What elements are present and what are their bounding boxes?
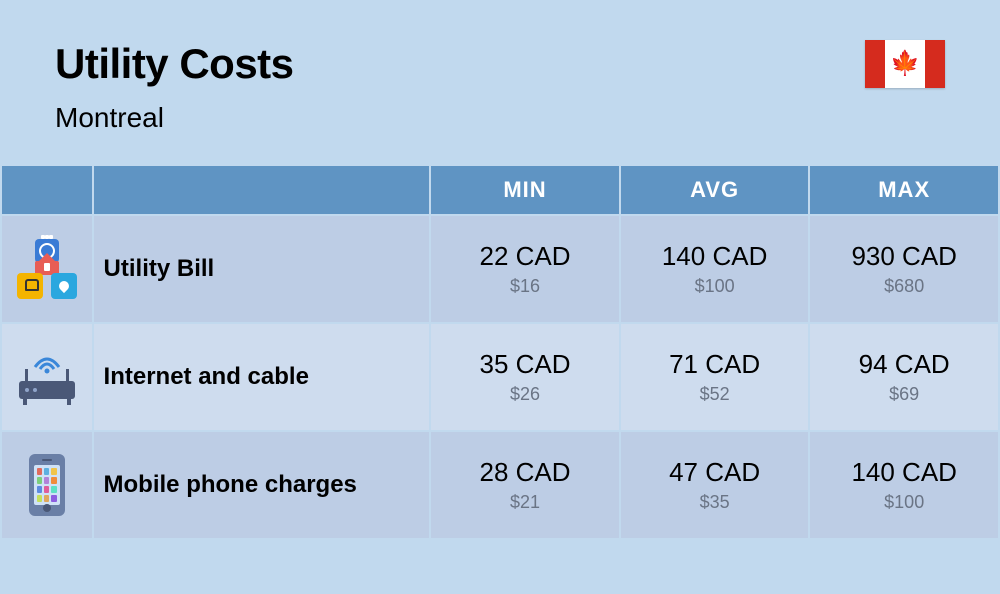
value-primary: 22 CAD <box>431 241 619 272</box>
value-primary: 930 CAD <box>810 241 998 272</box>
value-secondary: $35 <box>621 492 809 513</box>
value-secondary: $680 <box>810 276 998 297</box>
table-row: Mobile phone charges 28 CAD $21 47 CAD $… <box>2 432 998 538</box>
row-icon-cell <box>2 432 92 538</box>
header-label-col <box>94 166 430 214</box>
header-avg: AVG <box>621 166 809 214</box>
value-secondary: $69 <box>810 384 998 405</box>
title-block: Utility Costs Montreal <box>55 40 294 134</box>
utility-bill-icon <box>17 239 77 299</box>
row-label: Utility Bill <box>94 216 430 322</box>
value-secondary: $21 <box>431 492 619 513</box>
page-subtitle: Montreal <box>55 102 294 134</box>
table-header-row: MIN AVG MAX <box>2 166 998 214</box>
cell-min: 22 CAD $16 <box>431 216 619 322</box>
row-label: Mobile phone charges <box>94 432 430 538</box>
cell-max: 930 CAD $680 <box>810 216 998 322</box>
row-icon-cell <box>2 324 92 430</box>
cell-avg: 71 CAD $52 <box>621 324 809 430</box>
header-icon-col <box>2 166 92 214</box>
value-primary: 94 CAD <box>810 349 998 380</box>
cell-avg: 47 CAD $35 <box>621 432 809 538</box>
cell-min: 28 CAD $21 <box>431 432 619 538</box>
router-icon <box>15 349 79 405</box>
row-icon-cell <box>2 216 92 322</box>
value-secondary: $100 <box>810 492 998 513</box>
value-secondary: $26 <box>431 384 619 405</box>
cell-min: 35 CAD $26 <box>431 324 619 430</box>
header-min: MIN <box>431 166 619 214</box>
table-row: Utility Bill 22 CAD $16 140 CAD $100 930… <box>2 216 998 322</box>
page-title: Utility Costs <box>55 40 294 88</box>
table-row: Internet and cable 35 CAD $26 71 CAD $52… <box>2 324 998 430</box>
value-primary: 28 CAD <box>431 457 619 488</box>
value-secondary: $16 <box>431 276 619 297</box>
canada-flag-icon: 🍁 <box>865 40 945 88</box>
value-secondary: $100 <box>621 276 809 297</box>
cell-max: 140 CAD $100 <box>810 432 998 538</box>
value-primary: 140 CAD <box>810 457 998 488</box>
mobile-phone-icon <box>29 454 65 516</box>
utility-costs-table: MIN AVG MAX Utility Bill 22 CAD $16 140 … <box>0 164 1000 540</box>
value-primary: 140 CAD <box>621 241 809 272</box>
value-primary: 47 CAD <box>621 457 809 488</box>
cell-avg: 140 CAD $100 <box>621 216 809 322</box>
cell-max: 94 CAD $69 <box>810 324 998 430</box>
header-max: MAX <box>810 166 998 214</box>
value-primary: 71 CAD <box>621 349 809 380</box>
row-label: Internet and cable <box>94 324 430 430</box>
value-secondary: $52 <box>621 384 809 405</box>
header: Utility Costs Montreal 🍁 <box>0 0 1000 164</box>
value-primary: 35 CAD <box>431 349 619 380</box>
